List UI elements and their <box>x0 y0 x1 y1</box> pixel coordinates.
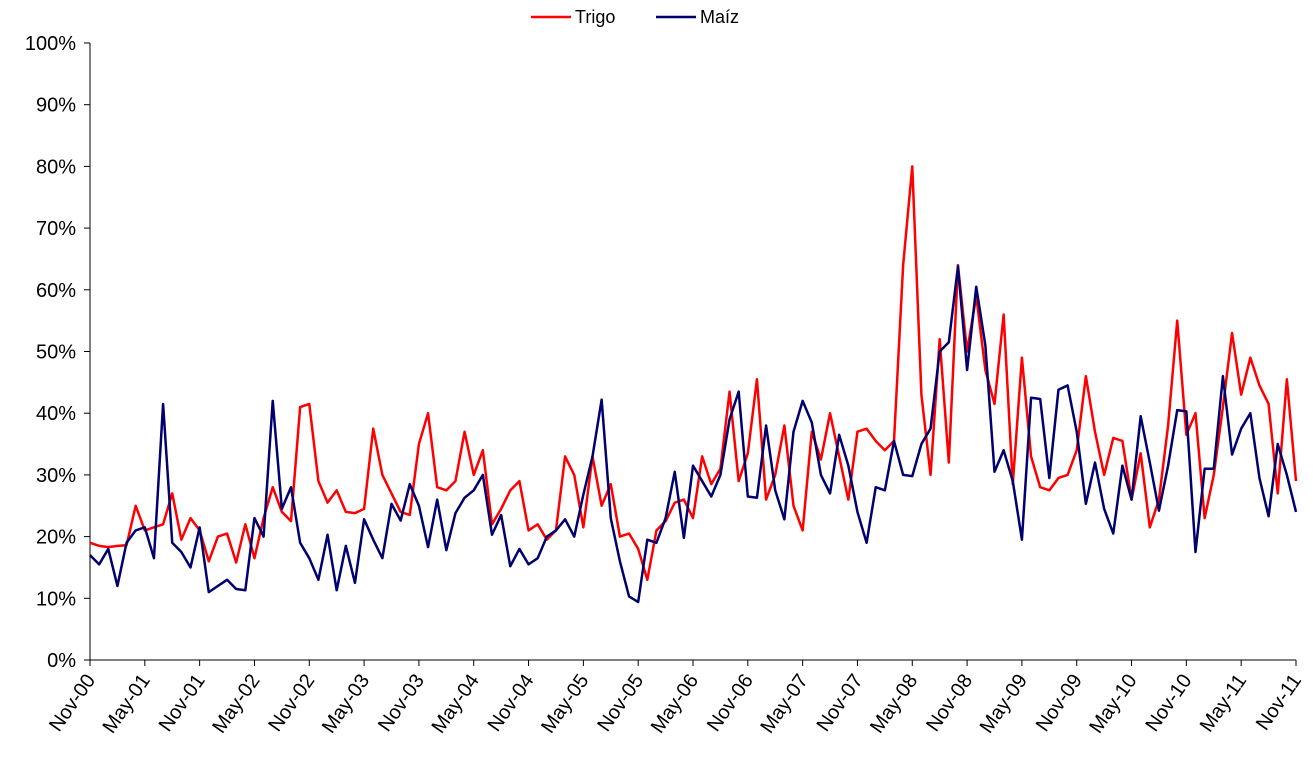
x-tick-label: Nov-01 <box>155 670 210 735</box>
series-line <box>89 165 1298 582</box>
x-tick-label: May-11 <box>1196 670 1251 736</box>
legend-label: Maíz <box>700 7 739 27</box>
x-tick-label: May-09 <box>976 670 1032 737</box>
y-tick-label: 60% <box>36 280 76 302</box>
x-tick-label: May-10 <box>1085 670 1141 737</box>
x-tick-label: Nov-07 <box>813 670 868 735</box>
y-tick-label: 40% <box>36 403 76 425</box>
x-tick-label: May-01 <box>99 670 155 737</box>
y-tick-label: 50% <box>36 342 76 364</box>
x-tick-label: Nov-00 <box>45 670 100 735</box>
x-tick-label: May-06 <box>647 670 703 737</box>
y-tick-label: 80% <box>36 156 76 178</box>
x-tick-label: Nov-10 <box>1141 670 1196 735</box>
x-tick-label: Nov-06 <box>703 670 758 735</box>
x-tick-label: Nov-04 <box>484 670 539 735</box>
x-tick-label: Nov-02 <box>264 670 319 735</box>
y-tick-label: 70% <box>36 218 76 240</box>
x-tick-label: May-02 <box>208 670 264 737</box>
y-tick-label: 100% <box>25 33 76 55</box>
y-tick-label: 0% <box>47 650 76 672</box>
x-tick-label: Nov-05 <box>593 670 648 735</box>
x-tick-label: May-04 <box>428 670 484 737</box>
x-tick-label: May-07 <box>756 670 812 737</box>
y-tick-label: 20% <box>36 527 76 549</box>
x-tick-label: May-05 <box>537 670 593 737</box>
y-tick-label: 90% <box>36 95 76 117</box>
x-tick-label: Nov-11 <box>1252 670 1306 734</box>
y-tick-label: 30% <box>36 465 76 487</box>
legend-label: Trigo <box>575 7 615 27</box>
x-tick-label: Nov-03 <box>374 670 429 735</box>
x-tick-label: May-03 <box>318 670 374 737</box>
series-line <box>89 265 1298 604</box>
y-tick-label: 10% <box>36 588 76 610</box>
x-tick-label: May-08 <box>866 670 922 737</box>
x-tick-label: Nov-08 <box>922 670 977 735</box>
x-tick-label: Nov-09 <box>1032 670 1087 735</box>
